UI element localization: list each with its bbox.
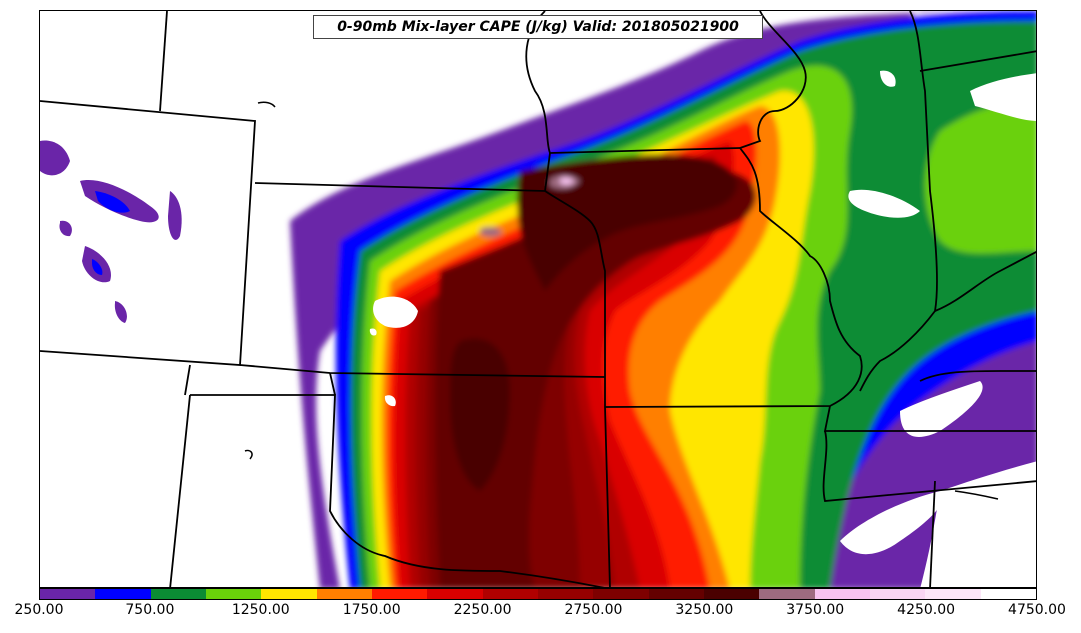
colorbar-tick-label: 4750.00 <box>1008 602 1066 618</box>
water-features <box>244 101 999 500</box>
map-title: 0-90mb Mix-layer CAPE (J/kg) Valid: 2018… <box>313 15 763 39</box>
colorbar-tick-label: 750.00 <box>125 602 175 618</box>
map-plot-area <box>39 10 1037 588</box>
colorbar-tick-label: 1750.00 <box>342 602 401 618</box>
cape-band-3000 <box>435 169 756 587</box>
state-boundaries <box>40 11 1036 587</box>
cape-band-3250-b <box>450 338 510 491</box>
colorbar-segment <box>759 589 815 599</box>
cape-band-light-pink <box>560 177 574 185</box>
cape-band-3500-b <box>480 226 502 237</box>
cape-map <box>40 11 1036 587</box>
colorbar-tick-label: 250.00 <box>14 602 64 618</box>
colorbar-segment <box>814 589 870 599</box>
colorbar-segment <box>703 589 760 599</box>
colorbar-segment <box>261 589 317 599</box>
colorbar-segment <box>482 589 538 599</box>
colorbar-tick-label: 3750.00 <box>786 602 845 618</box>
colorbar-segment <box>40 589 96 599</box>
colorbar <box>39 588 1037 600</box>
colorbar-segment <box>869 589 926 599</box>
colorbar-tick-label: 4250.00 <box>897 602 956 618</box>
colorbar-segment <box>537 589 594 599</box>
cape-band-3250 <box>517 154 737 291</box>
low-cape-islands <box>369 70 1036 587</box>
colorbar-tick-label: 3250.00 <box>675 602 734 618</box>
colorbar-segment <box>205 589 262 599</box>
colorbar-segment <box>427 589 483 599</box>
colorbar-segment <box>95 589 151 599</box>
colorbar-segment <box>150 589 206 599</box>
colorbar-segment <box>980 589 1036 599</box>
colorbar-segment <box>925 589 981 599</box>
cape-band-250 <box>290 11 1036 587</box>
colorbar-segment <box>648 589 704 599</box>
colorbar-segment <box>371 589 428 599</box>
colorbar-tick-label: 1250.00 <box>231 602 290 618</box>
colorbar-segment <box>593 589 649 599</box>
colorbar-tick-label: 2750.00 <box>564 602 623 618</box>
cape-contours <box>290 11 1036 587</box>
western-cape-patches <box>40 140 182 323</box>
colorbar-tick-label: 2250.00 <box>453 602 512 618</box>
cape-band-1000-ne <box>925 101 1036 254</box>
colorbar-segment <box>316 589 372 599</box>
